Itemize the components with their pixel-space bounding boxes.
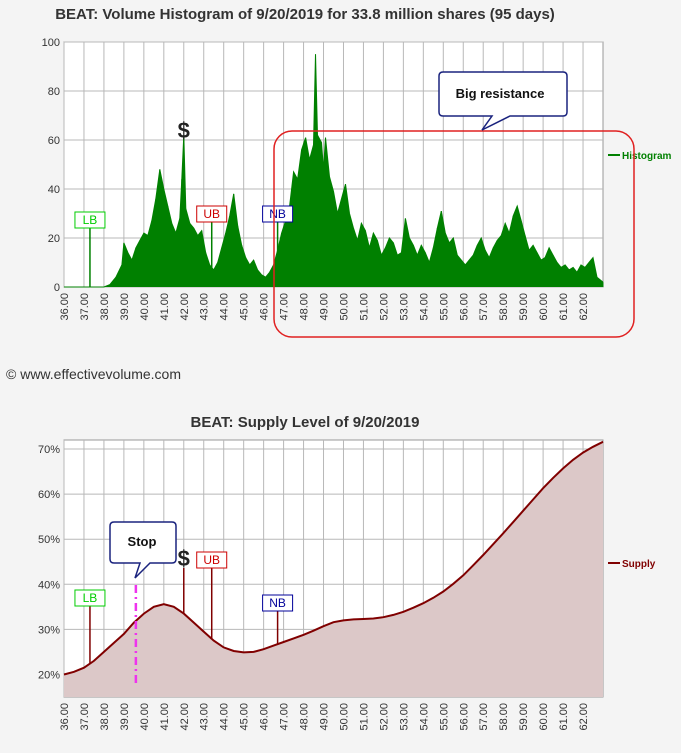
marker-box — [74, 211, 106, 229]
x-tick-label: 46.00 — [259, 293, 271, 321]
x-tick-label: 61.00 — [558, 293, 570, 321]
series-line — [63, 440, 604, 676]
plot-area — [63, 439, 604, 698]
x-tick-label: 59.00 — [518, 293, 530, 321]
histogram-title: BEAT: Volume Histogram of 9/20/2019 for … — [55, 6, 555, 23]
y-tick-label: 100 — [42, 37, 60, 49]
x-tick-label: 48.00 — [299, 703, 311, 731]
y-tick-label: 0 — [54, 282, 60, 294]
x-tick-label: 54.00 — [418, 293, 430, 321]
x-tick-label: 45.00 — [239, 293, 251, 321]
x-tick-label: 57.00 — [478, 703, 490, 731]
x-tick-label: 62.00 — [578, 293, 590, 321]
x-tick-label: 58.00 — [498, 293, 510, 321]
y-tick-label: 60% — [38, 489, 60, 501]
x-tick-label: 59.00 — [518, 703, 530, 731]
x-tick-label: 51.00 — [358, 703, 370, 731]
x-tick-label: 56.00 — [458, 293, 470, 321]
x-tick-label: 44.00 — [219, 703, 231, 731]
resistance-callout-box — [438, 71, 568, 131]
x-tick-label: 41.00 — [159, 703, 171, 731]
price-dollar-icon: $ — [178, 546, 190, 571]
marker-label: LB — [83, 213, 98, 227]
x-tick-label: 37.00 — [79, 293, 91, 321]
x-tick-label: 56.00 — [458, 703, 470, 731]
x-tick-label: 41.00 — [159, 293, 171, 321]
x-tick-label: 53.00 — [398, 703, 410, 731]
x-tick-label: 60.00 — [538, 293, 550, 321]
x-tick-label: 40.00 — [139, 703, 151, 731]
x-tick-label: 61.00 — [558, 703, 570, 731]
marker-label: LB — [83, 591, 98, 605]
x-tick-label: 48.00 — [299, 293, 311, 321]
marker-box — [74, 589, 106, 607]
histogram-chart: 36.00 37.00 38.00 39.00 40.00 41.00 42.00 43.00… — [42, 37, 672, 338]
x-tick-label: 52.00 — [378, 703, 390, 731]
marker-box — [262, 594, 294, 612]
y-tick-label: 50% — [38, 534, 60, 546]
x-tick-label: 60.00 — [538, 703, 550, 731]
y-tick-label: 80 — [48, 86, 60, 98]
x-tick-label: 38.00 — [99, 293, 111, 321]
x-tick-label: 54.00 — [418, 703, 430, 731]
x-tick-label: 52.00 — [378, 293, 390, 321]
x-tick-label: 43.00 — [199, 703, 211, 731]
marker-label: NB — [269, 207, 286, 221]
x-tick-label: 36.00 — [59, 703, 71, 731]
x-tick-label: 37.00 — [79, 703, 91, 731]
x-tick-label: 39.00 — [119, 293, 131, 321]
marker-box — [196, 551, 228, 569]
x-tick-label: 42.00 — [179, 293, 191, 321]
x-tick-label: 55.00 — [438, 293, 450, 321]
y-tick-label: 40% — [38, 579, 60, 591]
legend-label: Supply — [622, 559, 656, 570]
x-tick-label: 42.00 — [179, 703, 191, 731]
x-tick-label: 62.00 — [578, 703, 590, 731]
x-tick-label: 44.00 — [219, 293, 231, 321]
legend-label: Histogram — [622, 151, 672, 162]
x-tick-label: 43.00 — [199, 293, 211, 321]
x-tick-label: 40.00 — [139, 293, 151, 321]
series-area — [64, 441, 603, 697]
y-tick-label: 20 — [48, 233, 60, 245]
x-tick-label: 39.00 — [119, 703, 131, 731]
x-tick-label: 49.00 — [319, 703, 331, 731]
x-tick-label: 51.00 — [358, 293, 370, 321]
y-tick-label: 20% — [38, 669, 60, 681]
y-tick-label: 60 — [48, 135, 60, 147]
x-tick-label: 57.00 — [478, 293, 490, 321]
marker-box — [196, 205, 228, 223]
x-tick-label: 49.00 — [319, 293, 331, 321]
x-tick-label: 47.00 — [279, 293, 291, 321]
resistance-callout-label: Big resistance — [456, 86, 545, 101]
x-tick-label: 50.00 — [338, 293, 350, 321]
price-dollar-icon: $ — [178, 118, 190, 143]
copyright-text: © www.effectivevolume.com — [6, 366, 182, 382]
marker-label: UB — [203, 207, 220, 221]
marker-label: NB — [269, 596, 286, 610]
x-tick-label: 50.00 — [338, 703, 350, 731]
marker-label: UB — [203, 553, 220, 567]
y-tick-label: 70% — [38, 444, 60, 456]
x-tick-label: 45.00 — [239, 703, 251, 731]
supply-title: BEAT: Supply Level of 9/20/2019 — [190, 414, 420, 431]
x-tick-label: 38.00 — [99, 703, 111, 731]
y-tick-label: 30% — [38, 624, 60, 636]
x-tick-label: 47.00 — [279, 703, 291, 731]
marker-box — [262, 205, 294, 223]
x-tick-label: 53.00 — [398, 293, 410, 321]
resistance-highlight-box — [273, 130, 635, 338]
y-tick-label: 40 — [48, 184, 60, 196]
x-tick-label: 46.00 — [259, 703, 271, 731]
x-tick-label: 58.00 — [498, 703, 510, 731]
stop-callout-box — [109, 521, 177, 579]
x-tick-label: 36.00 — [59, 293, 71, 321]
stop-callout-label: Stop — [128, 534, 157, 549]
x-tick-label: 55.00 — [438, 703, 450, 731]
